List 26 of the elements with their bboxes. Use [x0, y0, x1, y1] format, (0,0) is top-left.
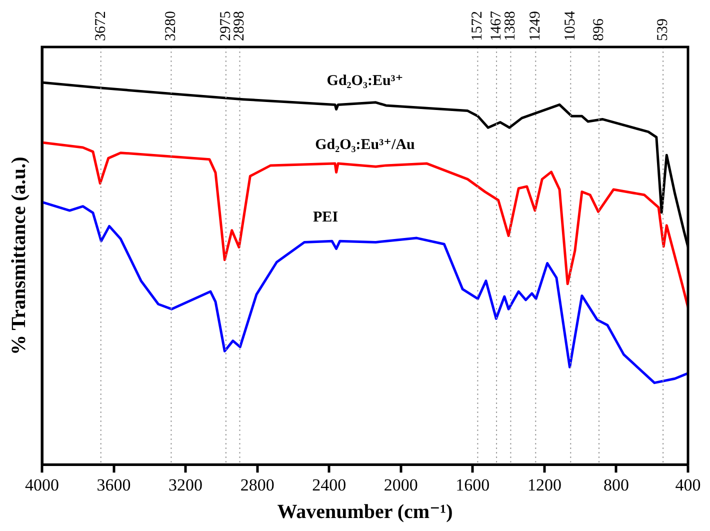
x-tick-label: 2400	[312, 475, 346, 494]
x-tick-label: 3600	[96, 475, 131, 494]
x-tick-label: 400	[675, 475, 701, 494]
ref-line-label: 1388	[502, 11, 519, 41]
ref-line-label: 3672	[92, 11, 109, 41]
x-axis-title: Wavenumber (cm⁻¹)	[277, 501, 453, 524]
series-label: Gd₂O₃:Eu³⁺	[326, 72, 404, 89]
ref-line-label: 1467	[488, 10, 504, 41]
ref-line-label: 1572	[470, 11, 486, 41]
series-label: PEI	[313, 209, 338, 226]
ref-line-label: 896	[590, 18, 607, 41]
x-tick-label: 1600	[456, 475, 490, 494]
series-label: Gd₂O₃:Eu³⁺/Au	[315, 136, 415, 153]
x-tick-label: 3200	[168, 475, 203, 494]
x-tick-label: 800	[603, 475, 629, 494]
ref-line-label: 1249	[528, 11, 544, 41]
ref-line-label: 3280	[163, 11, 180, 41]
y-axis-title: % Transmittance (a.u.)	[8, 156, 30, 355]
ref-line-label: 539	[654, 18, 671, 41]
x-tick-label: 4000	[25, 475, 59, 494]
ref-line-label: 2898	[232, 11, 248, 41]
x-tick-label: 2800	[240, 475, 274, 494]
ref-line-label: 1054	[562, 10, 579, 41]
x-tick-label: 2000	[384, 475, 418, 494]
ref-line-label: 2975	[218, 11, 234, 41]
x-tick-label: 1200	[527, 475, 562, 494]
